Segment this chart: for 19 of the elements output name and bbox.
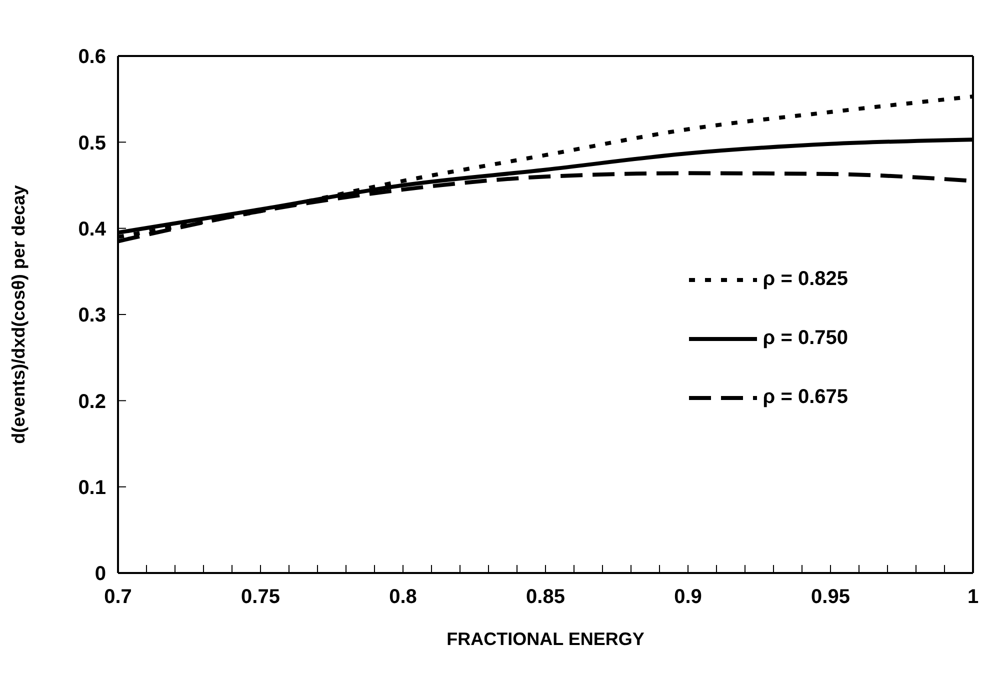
x-tick-label: 0.9 xyxy=(674,586,702,608)
x-tick-label: 0.75 xyxy=(241,586,280,608)
x-tick-label: 0.85 xyxy=(526,586,565,608)
y-axis-title: d(events)/dxd(cosθ) per decay xyxy=(8,185,28,444)
y-tick-label: 0.4 xyxy=(78,218,107,240)
y-tick-label: 0 xyxy=(94,563,106,586)
y-tick-label: 0.3 xyxy=(78,304,106,327)
x-tick-label: 0.95 xyxy=(811,586,850,608)
x-tick-label: 0.8 xyxy=(389,586,417,608)
legend-label: ρ = 0.825 xyxy=(762,268,848,291)
x-axis-title: FRACTIONAL ENERGY xyxy=(446,629,644,649)
legend-label: ρ = 0.750 xyxy=(762,327,848,350)
x-tick-label: 1 xyxy=(967,586,979,608)
legend-label: ρ = 0.675 xyxy=(762,386,848,409)
y-tick-label: 0.6 xyxy=(78,46,106,68)
y-tick-label: 0.2 xyxy=(78,390,106,413)
y-tick-label: 0.1 xyxy=(78,476,106,499)
y-tick-label: 0.5 xyxy=(78,132,106,154)
x-tick-label: 0.7 xyxy=(104,586,132,608)
